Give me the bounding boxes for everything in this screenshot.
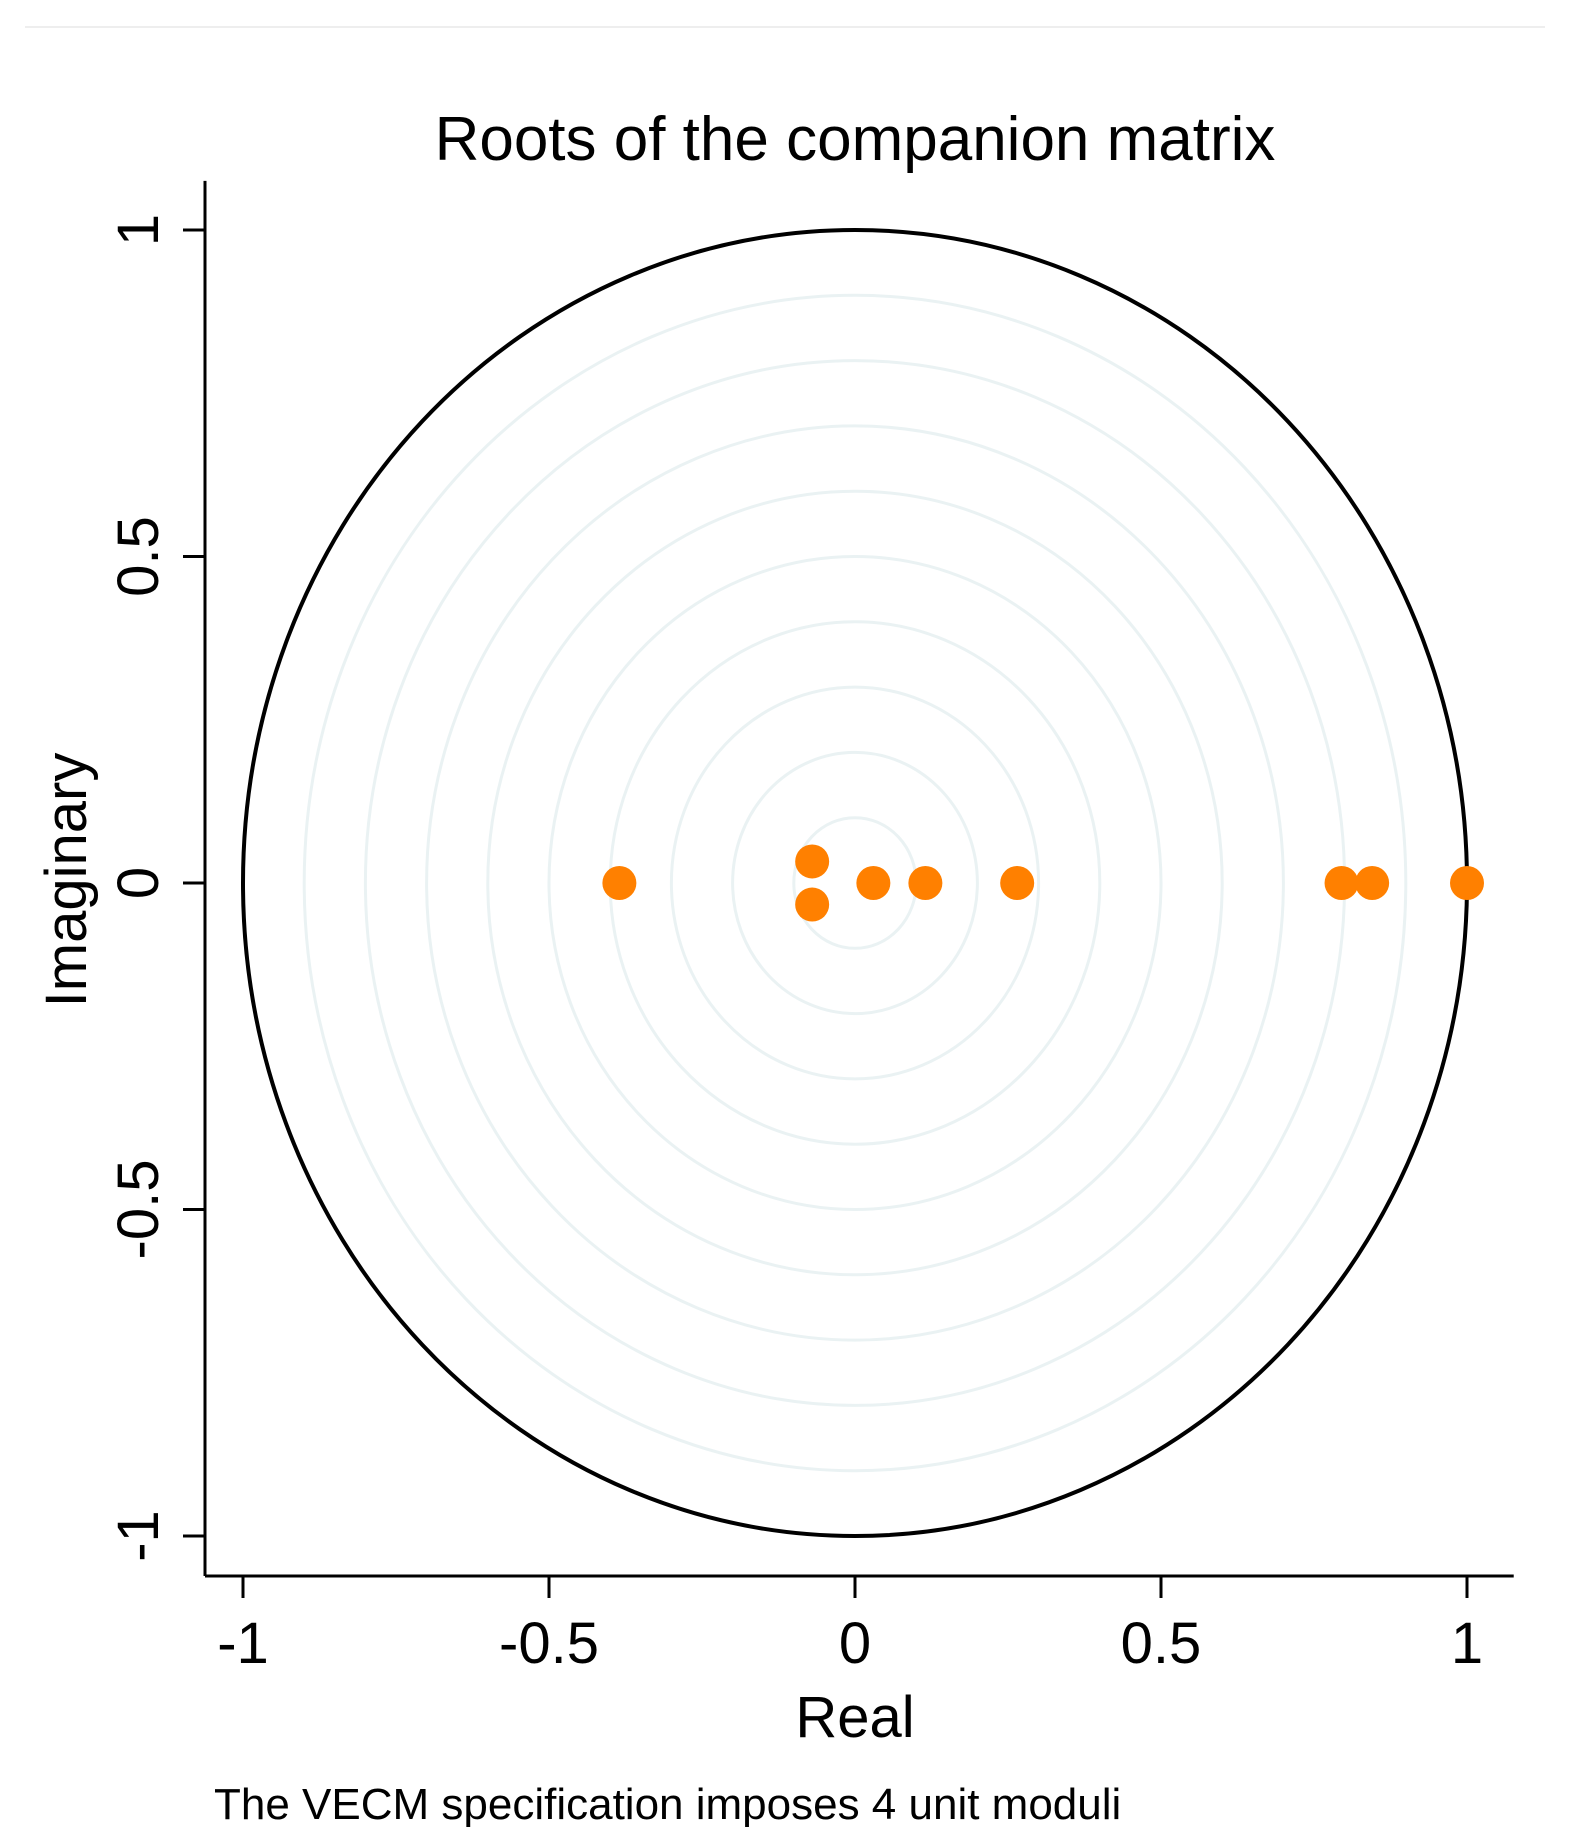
reference-circle (792, 816, 918, 950)
y-axis-label: Imaginary (34, 753, 99, 1008)
root-point (795, 844, 830, 879)
chart-title: Roots of the companion matrix (435, 105, 1276, 174)
reference-circle (302, 293, 1408, 1473)
y-tick-label: -0.5 (106, 1160, 171, 1260)
axes: -1 -0.5 0 0.5 1 -1 -0.5 0 0.5 1 (106, 180, 1514, 1676)
root-point (1450, 866, 1484, 900)
x-tick-label: 1 (1451, 1611, 1483, 1676)
reference-circle (547, 555, 1163, 1211)
y-tick-label: 0.5 (106, 516, 171, 597)
root-point (908, 866, 943, 900)
reference-circle (486, 489, 1224, 1277)
reference-circle (669, 685, 1041, 1081)
reference-circles (302, 293, 1408, 1473)
y-tick-label: -1 (106, 1510, 171, 1562)
y-tick-label: 0 (106, 867, 171, 899)
reference-circle (363, 359, 1347, 1407)
root-point (602, 866, 637, 900)
reference-circle (425, 424, 1285, 1342)
root-point (1000, 866, 1035, 900)
reference-circle (731, 750, 979, 1016)
root-point (795, 887, 830, 922)
root-point (856, 866, 891, 900)
x-tick-label: -1 (217, 1611, 269, 1676)
x-axis-label: Real (795, 1685, 914, 1750)
x-tick-label: -0.5 (499, 1611, 599, 1676)
root-point (1355, 866, 1390, 900)
root-point (1324, 866, 1359, 900)
x-tick-label: 0.5 (1121, 1611, 1202, 1676)
x-tick-label: 0 (839, 1611, 871, 1676)
y-tick-label: 1 (106, 214, 171, 246)
root-points (602, 844, 1484, 922)
chart-note: The VECM specification imposes 4 unit mo… (214, 1780, 1121, 1827)
